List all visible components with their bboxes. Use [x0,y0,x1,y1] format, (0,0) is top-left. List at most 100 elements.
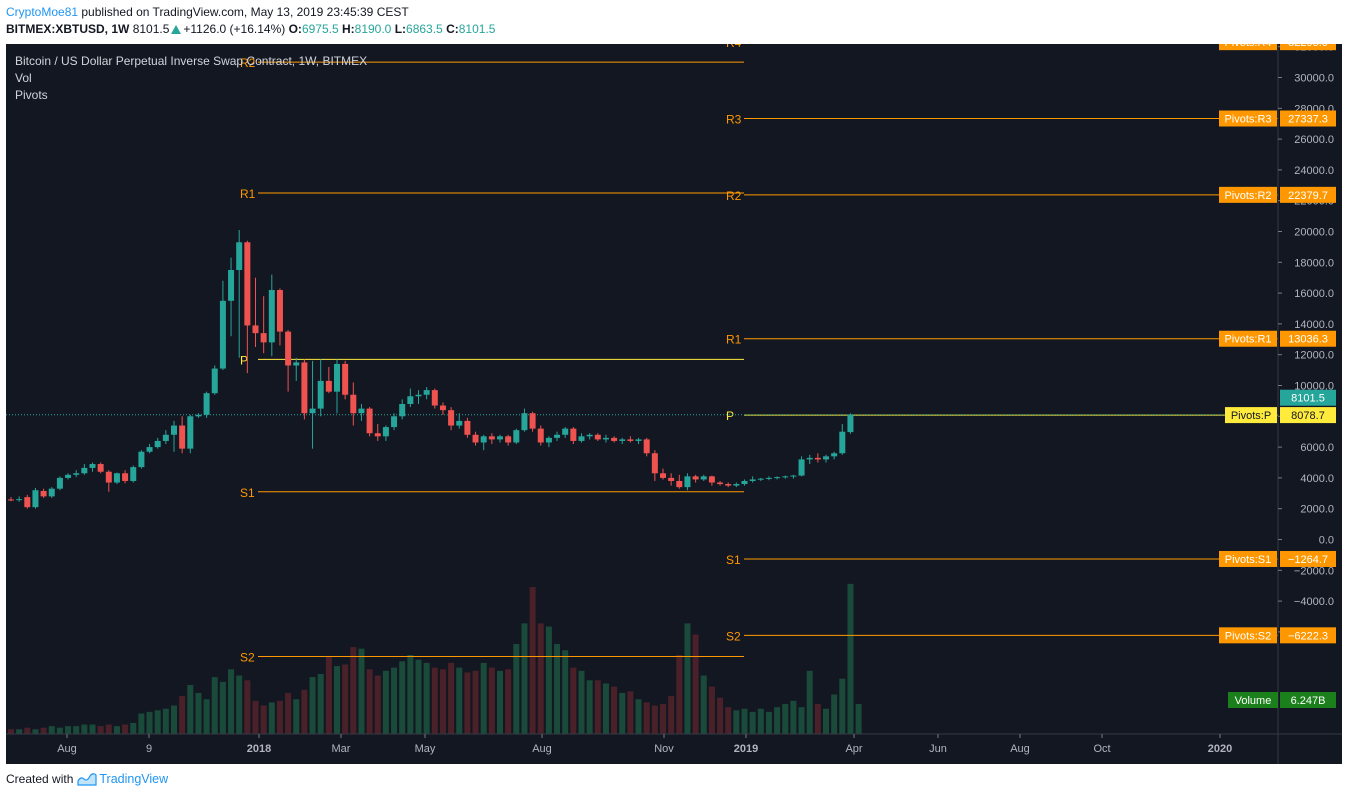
volume-bar [301,689,308,734]
candle-body [488,436,495,440]
candle-body [211,368,218,394]
candle-body [187,416,194,449]
price-tick-label: −2000.0 [1294,565,1334,577]
pivot-tag-name: Pivots:S2 [1225,630,1271,642]
time-tick-label: 2020 [1208,743,1232,755]
pivot-tag-value: 8078.7 [1291,410,1325,422]
candle-body [562,428,569,435]
volume-bar [260,705,267,734]
volume-bar [554,643,561,734]
candle-body [285,331,292,366]
volume-bar [855,703,862,734]
volume-bar [32,729,39,734]
tradingview-logo-icon [77,773,97,786]
high-label: H: [341,22,355,36]
pivot-tag-name-bg [1219,186,1277,203]
low-value: 6863.5 [406,22,443,36]
candle-body [513,430,520,443]
price-tick-label: 14000.0 [1294,319,1334,331]
candle-body [749,479,756,481]
pivot-tag-value-bg [1280,550,1336,567]
candle-body [635,439,642,441]
candle-body [252,325,259,334]
volume-bar [717,697,724,734]
candle-body [676,480,683,488]
volume-bar [293,699,300,734]
volume-bar [162,708,169,734]
candle-body [195,414,202,417]
volume-bar [171,705,177,734]
candle-body [545,437,552,443]
volume-bar [456,667,463,734]
publish-info: CryptoMoe81 published on TradingView.com… [6,5,409,19]
time-tick-label: May [415,743,436,755]
volume-bar [708,686,715,734]
volume-bar [122,724,129,734]
volume-bar [692,634,699,734]
candle-body [399,403,406,417]
candle-body [309,408,316,414]
pivot-tag-name: Pivots:R1 [1224,334,1271,346]
candle-body [65,474,72,478]
pivot-label-r1: R1 [726,333,742,347]
pivot-tag-value: 27337.3 [1288,114,1328,126]
pivot-label-s1: S1 [726,553,741,567]
author-link[interactable]: CryptoMoe81 [6,5,79,19]
price-tick-label: 4000.0 [1300,473,1334,485]
volume-bar [8,729,14,734]
candle-body [24,497,31,508]
volume-bar [586,680,593,734]
volume-bar [774,707,781,734]
volume-bar [276,700,283,734]
candle-body [81,467,88,474]
chart-container[interactable]: R2 R1 P S1 S2 R4 R3 R2 R1 P S1 S2 36000.034000.0320… [6,11,1342,764]
tradingview-brand-link[interactable]: TradingView [99,772,169,786]
pivot-tag-value: 32295.0 [1288,44,1328,49]
volume-bar [203,699,210,734]
volume-tag-value: 6.247B [1291,695,1326,707]
volume-bar [839,678,846,734]
volume-bar [415,659,422,734]
volume-bar [570,667,577,734]
volume-bar [594,680,601,734]
volume-bar [578,670,585,734]
volume-bar [643,702,650,734]
legend-vol[interactable]: Vol [15,71,32,85]
pivot-tag-value-bg [1280,186,1336,203]
volume-bar [423,662,430,734]
volume-bar [733,710,740,734]
volume-bar [757,708,764,734]
volume-bar [187,685,194,734]
candle-body [334,363,340,392]
chart-svg[interactable]: R2 R1 P S1 S2 R4 R3 R2 R1 P S1 S2 36000.034000.0320… [6,11,1342,764]
candle-body [505,436,512,443]
candle-body [40,490,47,497]
volume-bar [342,664,349,734]
candle-body [717,482,724,485]
candle-body [366,408,373,434]
volume-bar [814,703,821,734]
price-tick-label: 10000.0 [1294,381,1334,393]
pivot-tag-value-bg [1280,330,1336,347]
candle-body [391,416,398,428]
volume-bar [399,661,406,734]
volume-bar [138,713,145,734]
candle-body [521,413,528,431]
volume-bar [684,623,691,734]
candle-body [382,427,389,437]
pivot-tag-name-bg [1219,330,1277,347]
candle-body [823,456,829,460]
candle-body [276,290,283,332]
candle-body [611,437,618,441]
volume-bar [741,708,748,734]
pivot-label-r2: R2 [726,189,742,203]
volume-layer [8,583,862,734]
legend-pivots[interactable]: Pivots [15,88,48,102]
volume-bar [391,667,398,734]
candle-body [325,380,332,392]
pivot-tag-value-bg [1280,627,1336,644]
candle-body [497,436,503,440]
volume-bar [252,700,259,734]
volume-bar [472,670,479,734]
time-tick-label: Aug [1010,743,1030,755]
